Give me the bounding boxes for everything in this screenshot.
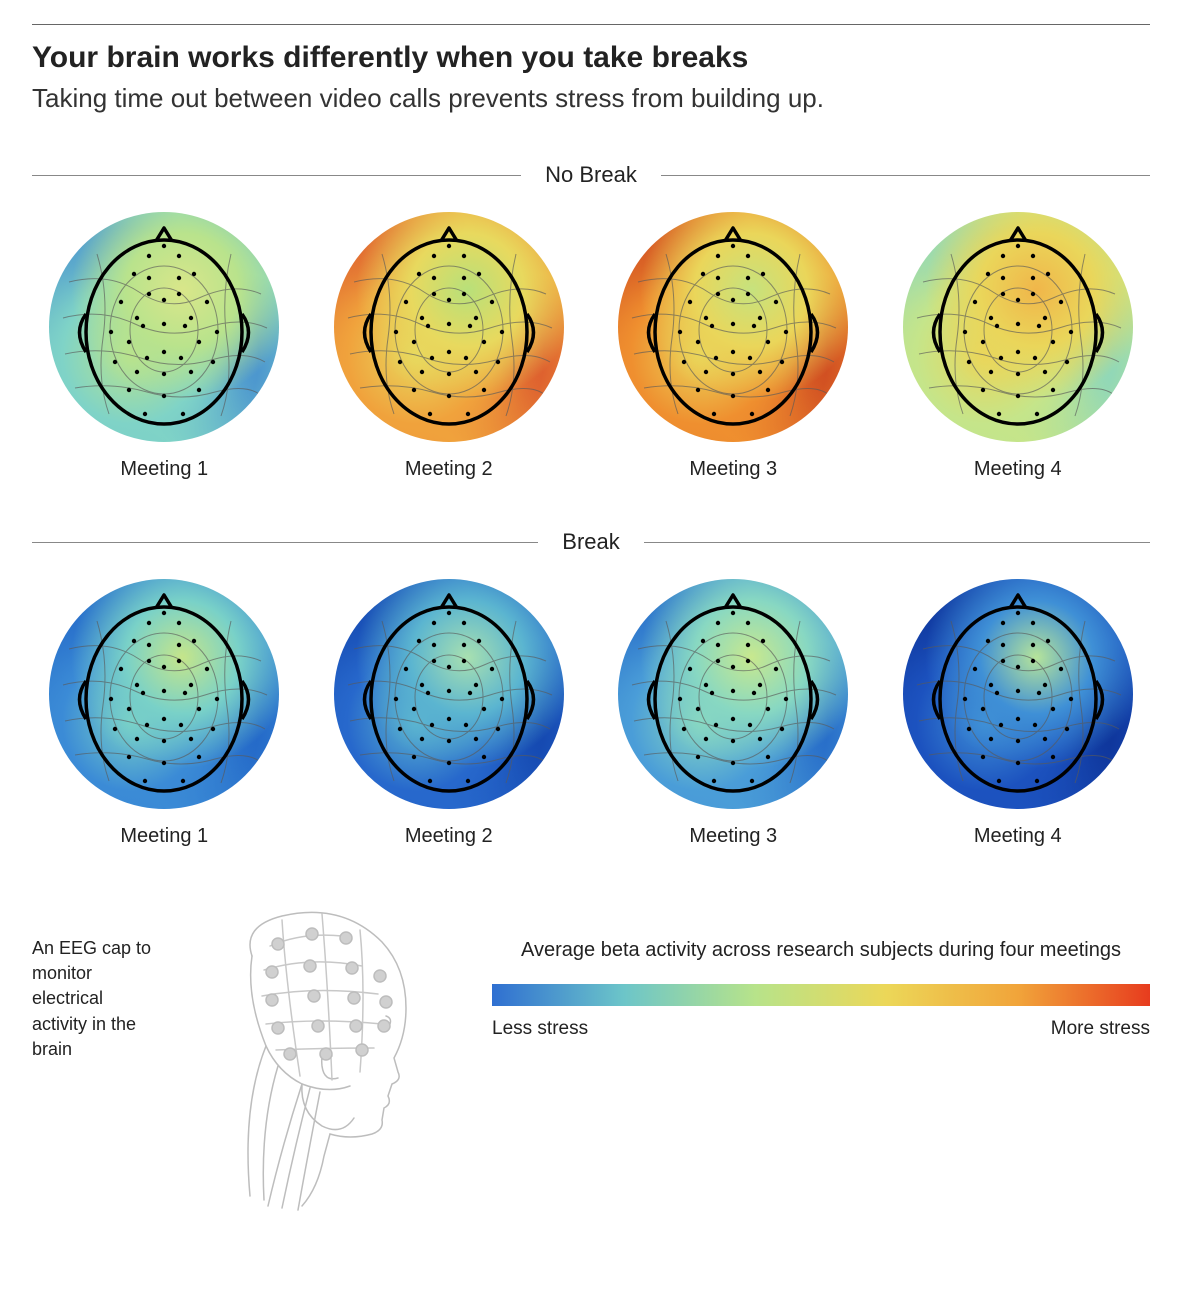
legend-low-label: Less stress: [492, 1018, 588, 1040]
headline: Your brain works differently when you ta…: [32, 41, 1150, 75]
meeting-label: Meeting 4: [974, 825, 1062, 848]
brain-cell: Meeting 2: [317, 212, 582, 481]
meeting-label: Meeting 2: [405, 825, 493, 848]
head-outline: [334, 579, 564, 809]
meeting-label: Meeting 3: [689, 458, 777, 481]
head-outline: [334, 212, 564, 442]
legend-title: Average beta activity across research su…: [492, 936, 1150, 964]
brain-heatmap: [49, 212, 279, 442]
legend-block: Average beta activity across research su…: [492, 896, 1150, 1040]
brain-heatmap: [618, 579, 848, 809]
brain-cell: Meeting 2: [317, 579, 582, 848]
rule-line: [32, 175, 521, 176]
brain-heatmap: [903, 212, 1133, 442]
legend-high-label: More stress: [1051, 1018, 1150, 1040]
meeting-label: Meeting 4: [974, 458, 1062, 481]
section-label-text: Break: [554, 529, 627, 555]
eeg-caption: An EEG cap to monitor electrical activit…: [32, 896, 162, 1062]
brain-heatmap: [334, 212, 564, 442]
brain-cell: Meeting 3: [601, 579, 866, 848]
brain-cell: Meeting 1: [32, 579, 297, 848]
brain-cell: Meeting 1: [32, 212, 297, 481]
top-rule: [32, 24, 1150, 25]
head-outline: [903, 212, 1133, 442]
brain-cell: Meeting 4: [886, 579, 1151, 848]
meeting-label: Meeting 2: [405, 458, 493, 481]
head-outline: [903, 579, 1133, 809]
brain-heatmap: [49, 579, 279, 809]
brain-heatmap: [618, 212, 848, 442]
brain-cell: Meeting 3: [601, 212, 866, 481]
brain-cell: Meeting 4: [886, 212, 1151, 481]
bottom-block: An EEG cap to monitor electrical activit…: [32, 896, 1150, 1216]
rule-line: [32, 542, 538, 543]
section-label-break: Break: [32, 529, 1150, 555]
eeg-block: An EEG cap to monitor electrical activit…: [32, 896, 452, 1216]
rule-line: [661, 175, 1150, 176]
section-label-no-break: No Break: [32, 162, 1150, 188]
meeting-label: Meeting 1: [120, 458, 208, 481]
row-break: Meeting 1 Meeting 2: [32, 579, 1150, 848]
brain-heatmap: [903, 579, 1133, 809]
legend-ends: Less stress More stress: [492, 1018, 1150, 1040]
head-outline: [49, 579, 279, 809]
head-outline: [49, 212, 279, 442]
section-label-text: No Break: [537, 162, 645, 188]
head-outline: [618, 212, 848, 442]
subhead: Taking time out between video calls prev…: [32, 83, 1150, 114]
eeg-cap-illustration: [182, 896, 442, 1216]
brain-heatmap: [334, 579, 564, 809]
legend-gradient-bar: [492, 984, 1150, 1006]
meeting-label: Meeting 1: [120, 825, 208, 848]
rule-line: [644, 542, 1150, 543]
row-no-break: Meeting 1 Meeting 2: [32, 212, 1150, 481]
head-outline: [618, 579, 848, 809]
meeting-label: Meeting 3: [689, 825, 777, 848]
